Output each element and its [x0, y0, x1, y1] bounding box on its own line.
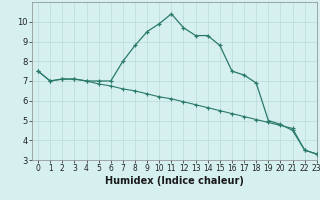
X-axis label: Humidex (Indice chaleur): Humidex (Indice chaleur) [105, 176, 244, 186]
